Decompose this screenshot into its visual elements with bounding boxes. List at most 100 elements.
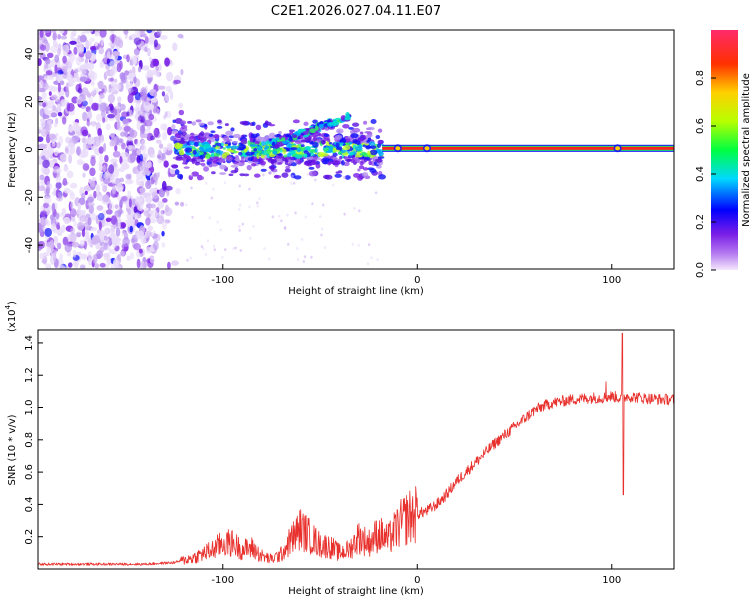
- signal-cell: [303, 150, 309, 154]
- outlier-cell: [320, 227, 324, 231]
- heatmap-y-tick-label: -40: [24, 237, 35, 253]
- signal-cell: [291, 162, 297, 167]
- signal-cell: [239, 173, 245, 177]
- heatmap-x-tick-label: 100: [602, 275, 621, 286]
- noise-cell: [56, 142, 61, 149]
- noise-cell: [111, 174, 116, 185]
- noise-cell: [38, 50, 42, 56]
- noise-cell: [165, 85, 172, 92]
- noise-cell: [150, 135, 155, 141]
- signal-cell: [287, 156, 294, 160]
- signal-cell: [174, 169, 180, 175]
- line-spot-core: [395, 146, 401, 151]
- outlier-cell: [322, 203, 325, 207]
- noise-cell: [155, 71, 160, 78]
- signal-cell: [230, 145, 239, 150]
- noise-cell: [146, 96, 151, 103]
- noise-cell: [133, 48, 140, 56]
- noise-cell: [39, 79, 44, 89]
- noise-cell: [139, 153, 144, 162]
- noise-cell: [79, 239, 85, 247]
- noise-cell: [94, 41, 98, 47]
- heatmap-y-axis-label: Frequency (Hz): [7, 112, 18, 188]
- noise-cell: [81, 87, 89, 96]
- signal-cell: [309, 152, 315, 156]
- signal-cell: [175, 158, 184, 161]
- branch-cell: [344, 115, 351, 121]
- noise-cell: [150, 97, 158, 103]
- branch-cell: [284, 137, 289, 141]
- noise-cell: [144, 119, 153, 127]
- noise-cell: [112, 108, 118, 116]
- noise-cell: [143, 101, 151, 110]
- noise-cell: [78, 83, 82, 91]
- noise-cell: [55, 181, 62, 189]
- noise-cell: [166, 143, 173, 151]
- signal-cell: [368, 141, 376, 146]
- noise-cell: [97, 212, 105, 221]
- noise-cell: [44, 227, 53, 238]
- noise-cell: [39, 174, 45, 181]
- noise-cell: [41, 91, 47, 100]
- branch-cell: [271, 141, 276, 147]
- outlier-cell: [248, 205, 251, 209]
- signal-cell: [314, 148, 318, 153]
- outlier-cell: [219, 228, 222, 232]
- signal-cell: [300, 144, 305, 147]
- noise-cell: [58, 30, 65, 34]
- signal-cell: [311, 134, 319, 138]
- snr-y-tick-label: 1.0: [24, 400, 35, 416]
- signal-cell: [226, 139, 231, 144]
- noise-cell: [63, 165, 69, 172]
- signal-cell: [198, 151, 204, 155]
- signal-cell: [313, 136, 318, 142]
- signal-cell: [215, 150, 224, 154]
- noise-cell: [124, 130, 128, 138]
- noise-cell: [45, 70, 53, 76]
- colorbar-label: Normalized spectral amplitude: [741, 73, 750, 227]
- noise-cell: [127, 93, 134, 104]
- signal-cell: [348, 141, 353, 145]
- noise-cell: [59, 253, 64, 260]
- outlier-cell: [310, 255, 313, 259]
- outlier-cell: [221, 255, 224, 259]
- noise-cell: [81, 253, 88, 260]
- outlier-cell: [249, 236, 252, 240]
- noise-cell: [164, 185, 173, 191]
- noise-cell: [117, 193, 121, 202]
- noise-cell: [63, 216, 71, 225]
- noise-cell: [38, 39, 43, 45]
- noise-cell: [93, 253, 98, 264]
- snr-y-tick-label: 0.8: [24, 432, 35, 448]
- noise-cell: [40, 216, 48, 227]
- noise-cell: [66, 170, 74, 179]
- noise-cell: [102, 194, 110, 203]
- noise-cell: [62, 266, 69, 269]
- noise-cell: [112, 258, 120, 269]
- outlier-cell: [232, 247, 235, 251]
- noise-cell: [86, 136, 95, 145]
- branch-cell: [281, 137, 286, 142]
- signal-cell: [282, 156, 288, 162]
- noise-cell: [133, 242, 142, 251]
- noise-cell: [70, 227, 76, 234]
- signal-cell: [355, 155, 363, 158]
- signal-cell: [369, 145, 377, 150]
- noise-cell: [142, 33, 147, 38]
- noise-cell: [118, 138, 124, 144]
- noise-cell: [77, 202, 82, 212]
- signal-cell: [318, 134, 322, 137]
- noise-cell: [102, 185, 108, 193]
- noise-cell: [79, 76, 88, 83]
- heatmap-x-axis-label: Height of straight line (km): [288, 286, 424, 297]
- signal-cell: [323, 174, 330, 180]
- signal-cell: [202, 143, 211, 149]
- noise-cell: [110, 77, 114, 82]
- signal-cell: [205, 152, 211, 159]
- signal-cell: [182, 124, 188, 129]
- noise-cell: [135, 100, 141, 109]
- noise-cell: [106, 50, 111, 60]
- outlier-cell: [212, 244, 216, 248]
- outlier-cell: [374, 191, 378, 195]
- noise-cell: [82, 209, 86, 214]
